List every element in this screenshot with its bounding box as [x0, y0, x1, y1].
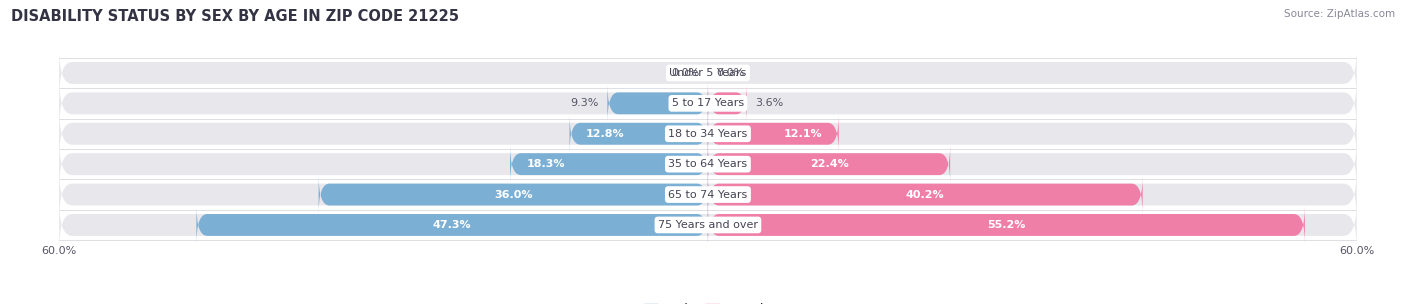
Text: 3.6%: 3.6%: [755, 98, 783, 108]
FancyBboxPatch shape: [59, 199, 1357, 250]
Text: 47.3%: 47.3%: [433, 220, 471, 230]
Text: Under 5 Years: Under 5 Years: [669, 68, 747, 78]
FancyBboxPatch shape: [607, 84, 709, 123]
Text: 36.0%: 36.0%: [494, 190, 533, 199]
FancyBboxPatch shape: [709, 114, 839, 153]
FancyBboxPatch shape: [510, 145, 709, 184]
FancyBboxPatch shape: [709, 84, 747, 123]
FancyBboxPatch shape: [569, 114, 709, 153]
Text: 22.4%: 22.4%: [810, 159, 848, 169]
Text: DISABILITY STATUS BY SEX BY AGE IN ZIP CODE 21225: DISABILITY STATUS BY SEX BY AGE IN ZIP C…: [11, 9, 460, 24]
Text: 35 to 64 Years: 35 to 64 Years: [668, 159, 748, 169]
FancyBboxPatch shape: [59, 169, 1357, 220]
Text: 75 Years and over: 75 Years and over: [658, 220, 758, 230]
Text: 12.8%: 12.8%: [586, 129, 624, 139]
FancyBboxPatch shape: [59, 139, 1357, 190]
FancyBboxPatch shape: [59, 78, 1357, 129]
FancyBboxPatch shape: [709, 145, 950, 184]
Text: 65 to 74 Years: 65 to 74 Years: [668, 190, 748, 199]
FancyBboxPatch shape: [59, 47, 1357, 98]
Text: 18.3%: 18.3%: [526, 159, 565, 169]
FancyBboxPatch shape: [709, 175, 1143, 214]
Text: 0.0%: 0.0%: [671, 68, 699, 78]
Text: 12.1%: 12.1%: [785, 129, 823, 139]
FancyBboxPatch shape: [319, 175, 709, 214]
Text: 18 to 34 Years: 18 to 34 Years: [668, 129, 748, 139]
Text: 55.2%: 55.2%: [987, 220, 1025, 230]
Text: Source: ZipAtlas.com: Source: ZipAtlas.com: [1284, 9, 1395, 19]
FancyBboxPatch shape: [197, 206, 709, 244]
FancyBboxPatch shape: [709, 206, 1305, 244]
FancyBboxPatch shape: [59, 108, 1357, 159]
Text: 9.3%: 9.3%: [571, 98, 599, 108]
Text: 5 to 17 Years: 5 to 17 Years: [672, 98, 744, 108]
Legend: Male, Female: Male, Female: [644, 303, 772, 304]
Text: 0.0%: 0.0%: [717, 68, 745, 78]
Text: 40.2%: 40.2%: [905, 190, 945, 199]
